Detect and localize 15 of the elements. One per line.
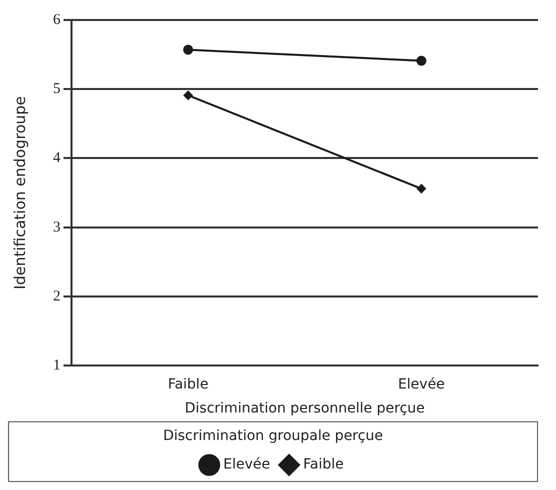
y-tick-label: 1: [53, 358, 60, 374]
y-tick-label: 2: [53, 288, 60, 304]
legend-label: Elevée: [223, 456, 270, 473]
point: [416, 184, 426, 194]
y-tick-label: 6: [53, 12, 61, 28]
legend-title: Discrimination groupale perçue: [163, 428, 383, 444]
point: [183, 44, 194, 55]
legend-label: Faible: [303, 456, 344, 473]
y-axis-title: Identification endogroupe: [10, 96, 29, 290]
x-axis-title: Discrimination personnelle perçue: [184, 400, 425, 416]
y-tick-label: 5: [53, 81, 60, 98]
y-tick-label: 4: [53, 150, 61, 166]
point: [416, 56, 426, 66]
y-tick-label: 3: [53, 219, 60, 236]
point: [184, 90, 193, 100]
